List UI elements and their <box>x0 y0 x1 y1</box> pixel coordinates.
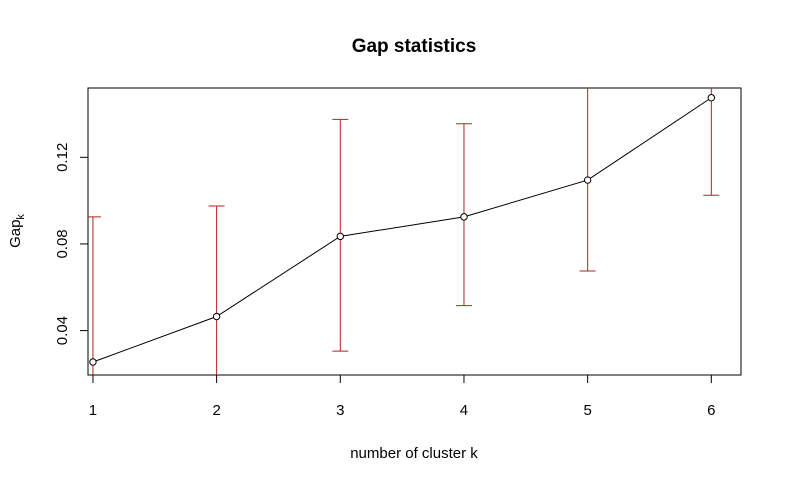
x-tick-label: 6 <box>707 402 715 419</box>
data-point <box>89 358 97 366</box>
y-tick-label: 0.12 <box>54 143 71 172</box>
x-axis: 1 2 3 4 5 6 <box>89 374 715 419</box>
y-axis-label-main: Gap <box>7 220 24 248</box>
error-bar <box>88 216 101 375</box>
data-point <box>336 232 344 241</box>
x-tick-label: 3 <box>336 402 344 419</box>
gap-line <box>92 97 712 363</box>
plot-area <box>88 88 720 375</box>
error-bar <box>703 88 720 196</box>
data-point <box>707 94 716 102</box>
error-bar <box>208 205 225 375</box>
x-axis-label: number of cluster k <box>350 445 478 462</box>
x-tick-label: 1 <box>89 402 97 419</box>
x-tick-label: 2 <box>212 402 220 419</box>
x-tick-label: 4 <box>460 402 468 419</box>
x-tick-label: 5 <box>583 402 591 419</box>
chart-title: Gap statistics <box>352 36 477 57</box>
y-axis-label-sub: k <box>15 214 27 220</box>
y-tick-label: 0.04 <box>54 316 71 345</box>
y-axis-label: Gapk <box>7 214 27 248</box>
data-point <box>460 213 468 221</box>
y-axis: 0.04 0.08 0.12 <box>54 143 89 345</box>
plot-frame <box>87 87 742 376</box>
data-point <box>212 312 221 321</box>
y-tick-label: 0.08 <box>54 229 71 258</box>
data-point <box>583 176 592 184</box>
